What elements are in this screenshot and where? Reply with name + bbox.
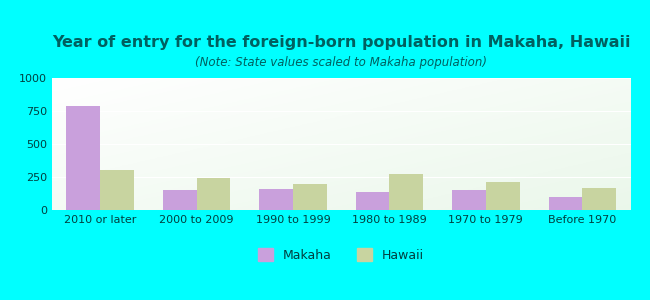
Title: Year of entry for the foreign-born population in Makaha, Hawaii: Year of entry for the foreign-born popul…	[52, 35, 630, 50]
Bar	[163, 190, 196, 210]
Bar	[293, 184, 327, 210]
Bar	[100, 170, 134, 210]
Bar	[486, 182, 519, 210]
Bar	[389, 174, 423, 210]
Bar	[66, 106, 100, 210]
Bar	[549, 197, 582, 210]
Bar	[196, 178, 230, 210]
Bar	[259, 189, 293, 210]
Bar	[452, 190, 486, 210]
Legend: Makaha, Hawaii: Makaha, Hawaii	[254, 244, 429, 267]
Text: (Note: State values scaled to Makaha population): (Note: State values scaled to Makaha pop…	[195, 56, 488, 69]
Bar	[582, 188, 616, 210]
Bar	[356, 192, 389, 210]
